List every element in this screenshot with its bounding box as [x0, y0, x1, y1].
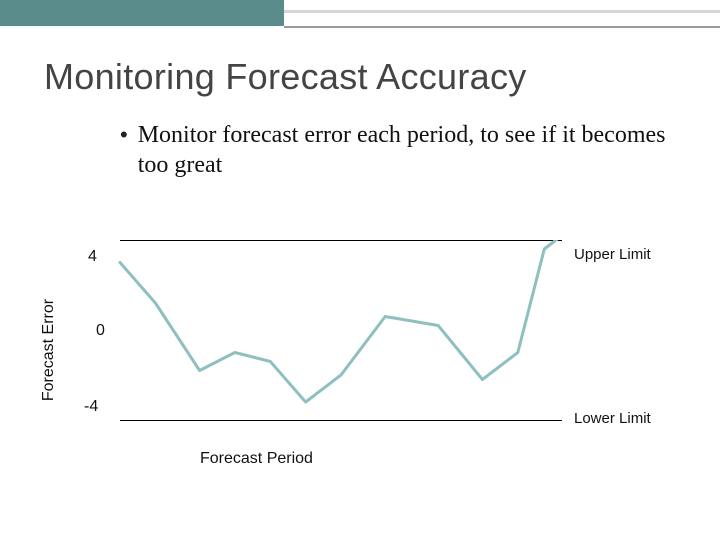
y-tick-zero: 0 [96, 322, 105, 340]
bullet-marker: • [120, 120, 128, 180]
slide-top-border [0, 0, 720, 34]
forecast-error-chart: Forecast Error 4 0 -4 Upper Limit Lower … [30, 240, 690, 480]
top-border-dark-line [284, 26, 720, 28]
slide-title: Monitoring Forecast Accuracy [44, 56, 527, 98]
x-axis-label: Forecast Period [200, 450, 313, 468]
top-border-lines [284, 0, 720, 34]
y-tick-upper: 4 [88, 248, 97, 266]
bullet-text: Monitor forecast error each period, to s… [138, 120, 680, 180]
y-tick-lower: -4 [84, 398, 98, 416]
y-axis-label: Forecast Error [40, 280, 58, 420]
top-border-light-line [284, 10, 720, 13]
lower-limit-line [120, 420, 562, 421]
top-border-teal-block [0, 0, 284, 26]
forecast-error-series [108, 240, 588, 420]
chart-plot-area: 4 0 -4 Upper Limit Lower Limit [108, 240, 588, 420]
bullet-row: • Monitor forecast error each period, to… [120, 120, 680, 180]
